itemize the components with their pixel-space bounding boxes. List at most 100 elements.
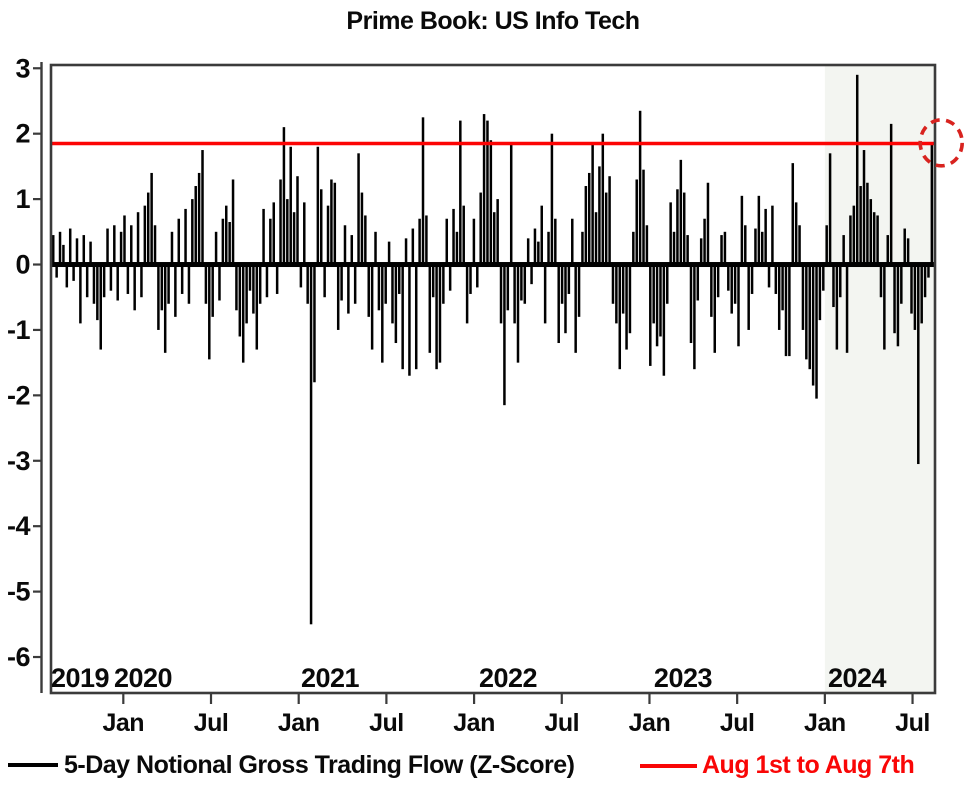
bar: [696, 264, 700, 301]
bar: [900, 264, 903, 304]
bar: [883, 264, 886, 350]
bar: [760, 231, 764, 265]
bar: [214, 231, 218, 265]
bar: [459, 120, 462, 265]
bar: [235, 264, 238, 311]
bar: [106, 228, 109, 265]
bar: [374, 231, 377, 265]
bar: [167, 264, 170, 304]
bar: [52, 235, 55, 265]
bar: [594, 212, 598, 265]
bar: [493, 212, 496, 265]
bar: [150, 172, 153, 265]
bar: [577, 264, 581, 317]
x-tick-label: Jul: [194, 709, 229, 737]
bar: [679, 159, 683, 265]
zero-line: [51, 262, 935, 268]
bar: [387, 241, 391, 265]
y-tick-label: -1: [7, 315, 30, 345]
bar: [754, 228, 757, 265]
bar: [316, 146, 320, 265]
bar: [350, 235, 354, 265]
bar: [547, 231, 550, 265]
bar: [398, 264, 401, 294]
bar: [567, 264, 571, 294]
bar: [727, 264, 730, 291]
bar: [55, 264, 58, 278]
bar: [693, 264, 696, 370]
bar: [835, 264, 839, 350]
bar: [89, 241, 92, 265]
bar: [845, 264, 849, 353]
bar: [191, 199, 194, 265]
bar: [652, 264, 655, 324]
bar: [85, 264, 89, 298]
bar: [130, 225, 133, 265]
bar: [913, 264, 917, 330]
bar: [828, 153, 832, 265]
chart-title: Prime Book: US Info Tech: [346, 7, 640, 35]
bar: [231, 179, 235, 265]
bar: [917, 264, 920, 465]
bar: [476, 264, 479, 288]
plot-frame: [49, 63, 937, 695]
bar: [113, 225, 116, 265]
bar: [58, 231, 62, 265]
bar: [737, 264, 740, 347]
bar: [163, 264, 167, 353]
threshold-line-swatch: [640, 764, 697, 768]
bar: [204, 264, 208, 304]
bar: [102, 264, 106, 298]
bar: [452, 208, 455, 265]
bar: [79, 264, 82, 324]
bar: [347, 264, 350, 314]
bar: [866, 182, 869, 265]
bar: [699, 238, 703, 265]
bar: [893, 264, 896, 334]
bar: [255, 264, 259, 350]
bar: [791, 163, 795, 265]
bar: [516, 264, 520, 363]
bar: [513, 264, 516, 324]
y-tick-label: 1: [15, 184, 30, 214]
bar: [486, 120, 489, 265]
bar: [818, 264, 822, 321]
bar: [910, 264, 913, 314]
bar: [455, 231, 459, 265]
bar: [442, 264, 445, 304]
bar: [777, 264, 781, 330]
bar: [716, 264, 720, 298]
bar: [822, 264, 825, 291]
bar: [886, 235, 890, 265]
bar: [241, 264, 245, 363]
bar: [119, 231, 123, 265]
bar: [472, 218, 476, 265]
bar: [930, 143, 934, 265]
bar: [672, 231, 676, 265]
y-tick-label: -4: [7, 511, 30, 541]
bar: [370, 264, 374, 350]
bar: [730, 264, 733, 314]
latest-value-highlight-circle: [918, 118, 964, 168]
bar: [723, 231, 727, 265]
bar: [509, 143, 513, 265]
bar: [228, 222, 231, 265]
bar: [357, 153, 360, 265]
bar: [221, 218, 225, 265]
bar: [625, 264, 628, 350]
bar: [869, 199, 873, 265]
bar: [360, 192, 364, 265]
bar: [591, 143, 594, 265]
bar: [720, 235, 723, 265]
bar: [686, 235, 689, 265]
bar: [903, 228, 906, 265]
x-tick-label: Jul: [895, 709, 930, 737]
bar: [435, 264, 438, 370]
bar: [96, 264, 99, 321]
bar: [469, 264, 472, 294]
bar: [564, 264, 567, 334]
bar: [584, 186, 588, 265]
bar: [211, 264, 214, 317]
bar: [180, 264, 184, 294]
bar: [632, 231, 635, 265]
